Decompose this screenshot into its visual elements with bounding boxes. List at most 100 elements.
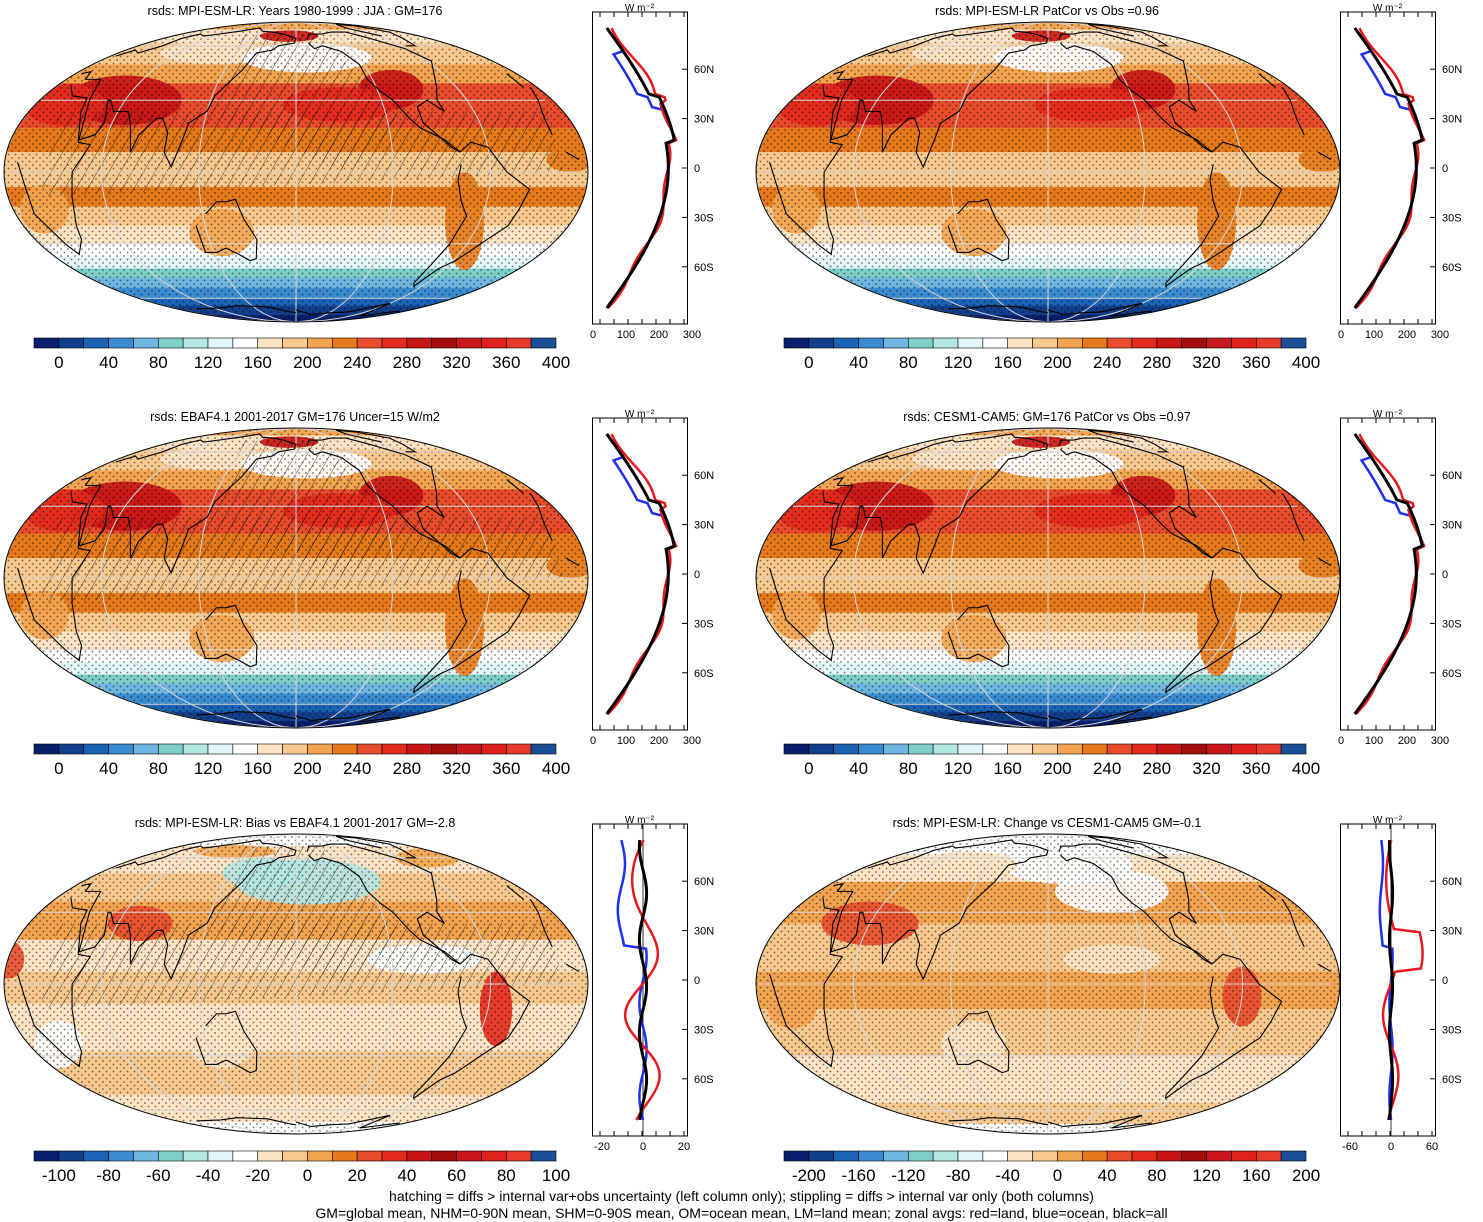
colorbar-swatch: [381, 337, 408, 349]
zonal-axes: W m⁻² 60N 30N 0 30S 60S 0 100 200 300: [1338, 409, 1462, 747]
coastline: [336, 835, 418, 859]
coastline: [1258, 479, 1277, 494]
map-border: [3, 833, 589, 1135]
map-field: [756, 834, 1340, 1134]
colorbar-swatch: [1007, 1150, 1033, 1162]
colorbar-tick-label: 80: [899, 759, 918, 778]
zonal-curve-all: [605, 27, 676, 309]
colorbar-tick-label: 160: [244, 353, 272, 372]
colorbar-tick-label: 0: [804, 353, 813, 372]
coastline: [947, 198, 1010, 262]
colorbar-swatch: [932, 743, 959, 755]
graticule-meridian: [1047, 428, 1146, 728]
colorbar-swatch: [1156, 743, 1183, 755]
coastline: [1058, 31, 1213, 153]
zonal-x-tick-label: 300: [1431, 329, 1449, 341]
colorbar-tick-label: 320: [1192, 759, 1220, 778]
zonal-axes: W m⁻² 60N 30N 0 30S 60S -60 0 60: [1340, 815, 1462, 1153]
coastline: [1317, 557, 1332, 567]
colorbar-swatch: [505, 743, 532, 755]
graticule-meridian: [198, 428, 297, 728]
colorbar-tick-label: 120: [194, 353, 222, 372]
colorbar-tick-label: -40: [196, 1166, 221, 1185]
zonal-lat-label: 0: [1442, 569, 1448, 581]
zonal-unit-label: W m⁻²: [1373, 3, 1403, 14]
zonal-plot-panel-3: W m⁻² 60N 30N 0 30S 60S 0 100 200 300: [590, 409, 714, 747]
colorbar-tick-label: 100: [542, 1166, 570, 1185]
zonal-curve-land: [1355, 27, 1426, 309]
zonal-curve-all: [605, 433, 676, 715]
zonal-frame: [592, 417, 688, 731]
zonal-curve-all: [637, 839, 649, 1121]
graticule-meridian: [295, 834, 492, 1134]
zonal-x-tick-label: -60: [1342, 1141, 1358, 1153]
coastline: [947, 1010, 1010, 1074]
zonal-plot-panel-4: W m⁻² 60N 30N 0 30S 60S 0 100 200 300: [1338, 409, 1462, 747]
coastline: [529, 899, 553, 948]
colorbar-swatch: [833, 743, 859, 755]
colorbar-tick-label: 20: [348, 1166, 367, 1185]
zonal-x-tick-label: 200: [1398, 735, 1416, 747]
zonal-lat-label: 30S: [694, 618, 714, 630]
colorbar-tick-label: 360: [1242, 353, 1270, 372]
colorbar-tick-label: 320: [1192, 353, 1220, 372]
colorbar-tick-label: 40: [99, 353, 118, 372]
coastline: [1088, 835, 1170, 859]
colorbar-swatch: [307, 1150, 333, 1162]
zonal-lat-label: 0: [694, 163, 700, 175]
colorbar-swatch: [207, 1150, 234, 1162]
zonal-lat-label: 30S: [1442, 212, 1462, 224]
colorbar-panel-6: -200 -160 -120 -80 -40 0 40 80 120 160 200: [783, 1150, 1320, 1185]
zonal-x-tick-label: 60: [1426, 1141, 1438, 1153]
coastline: [1165, 141, 1283, 288]
colorbar-swatch: [808, 337, 835, 349]
colorbar-swatch: [932, 1150, 959, 1162]
map-field: [756, 428, 1340, 728]
zonal-x-tick-label: 200: [1398, 329, 1416, 341]
colorbar-tick-label: -160: [842, 1166, 876, 1185]
coastline: [1281, 899, 1305, 948]
coastline: [529, 87, 553, 136]
colorbar-swatch: [505, 337, 532, 349]
zonal-x-tick-label: 0: [590, 735, 596, 747]
colorbar-swatch: [331, 337, 358, 349]
graticule-meridian: [100, 428, 297, 728]
colorbar-swatch: [282, 337, 308, 349]
zonal-unit-label: W m⁻²: [625, 409, 655, 420]
panel-3-title: rsds: EBAF4.1 2001-2017 GM=176 Uncer=15 …: [150, 410, 440, 424]
zonal-plot-panel-6: W m⁻² 60N 30N 0 30S 60S -60 0 60: [1340, 815, 1462, 1153]
colorbar-tick-label: 80: [149, 353, 168, 372]
colorbar-swatch: [406, 337, 433, 349]
colorbar-panel-1: 0 40 80 120 160 200 240 280 320 360 400: [33, 337, 570, 372]
colorbar-swatch: [1106, 1150, 1133, 1162]
graticule-meridian: [198, 22, 297, 322]
colorbar-swatch: [33, 1150, 60, 1162]
map-field: [4, 834, 588, 1134]
zonal-x-tick-label: 100: [617, 329, 635, 341]
colorbar-tick-label: 0: [54, 353, 63, 372]
zonal-axes: W m⁻² 60N 30N 0 30S 60S 0 100 200 300: [1338, 3, 1462, 341]
colorbar-swatch: [932, 337, 959, 349]
coastline: [295, 708, 400, 723]
colorbar-swatch: [833, 1150, 859, 1162]
colorbar-swatch: [1280, 743, 1307, 755]
colorbar-tick-label: 0: [54, 759, 63, 778]
colorbar-swatch: [307, 743, 333, 755]
colorbar-swatch: [957, 743, 984, 755]
graticule-meridian: [1047, 834, 1146, 1134]
zonal-curve-land: [607, 27, 678, 309]
zonal-lat-label: 60N: [1442, 876, 1462, 888]
colorbar-swatch: [982, 337, 1009, 349]
colorbar-tick-label: -80: [96, 1166, 121, 1185]
colorbar-swatch: [1206, 1150, 1232, 1162]
panel-1-title: rsds: MPI-ESM-LR: Years 1980-1999 : JJA …: [147, 4, 443, 18]
colorbar-swatch: [481, 743, 507, 755]
colorbar-swatch: [58, 743, 85, 755]
coastline: [948, 305, 1049, 314]
zonal-x-tick-label: 0: [1388, 1141, 1394, 1153]
colorbar-tick-label: 40: [849, 759, 868, 778]
coastline: [1281, 493, 1305, 542]
colorbar-swatch: [257, 337, 283, 349]
colorbar-swatch: [858, 337, 884, 349]
colorbar-swatch: [1156, 1150, 1183, 1162]
